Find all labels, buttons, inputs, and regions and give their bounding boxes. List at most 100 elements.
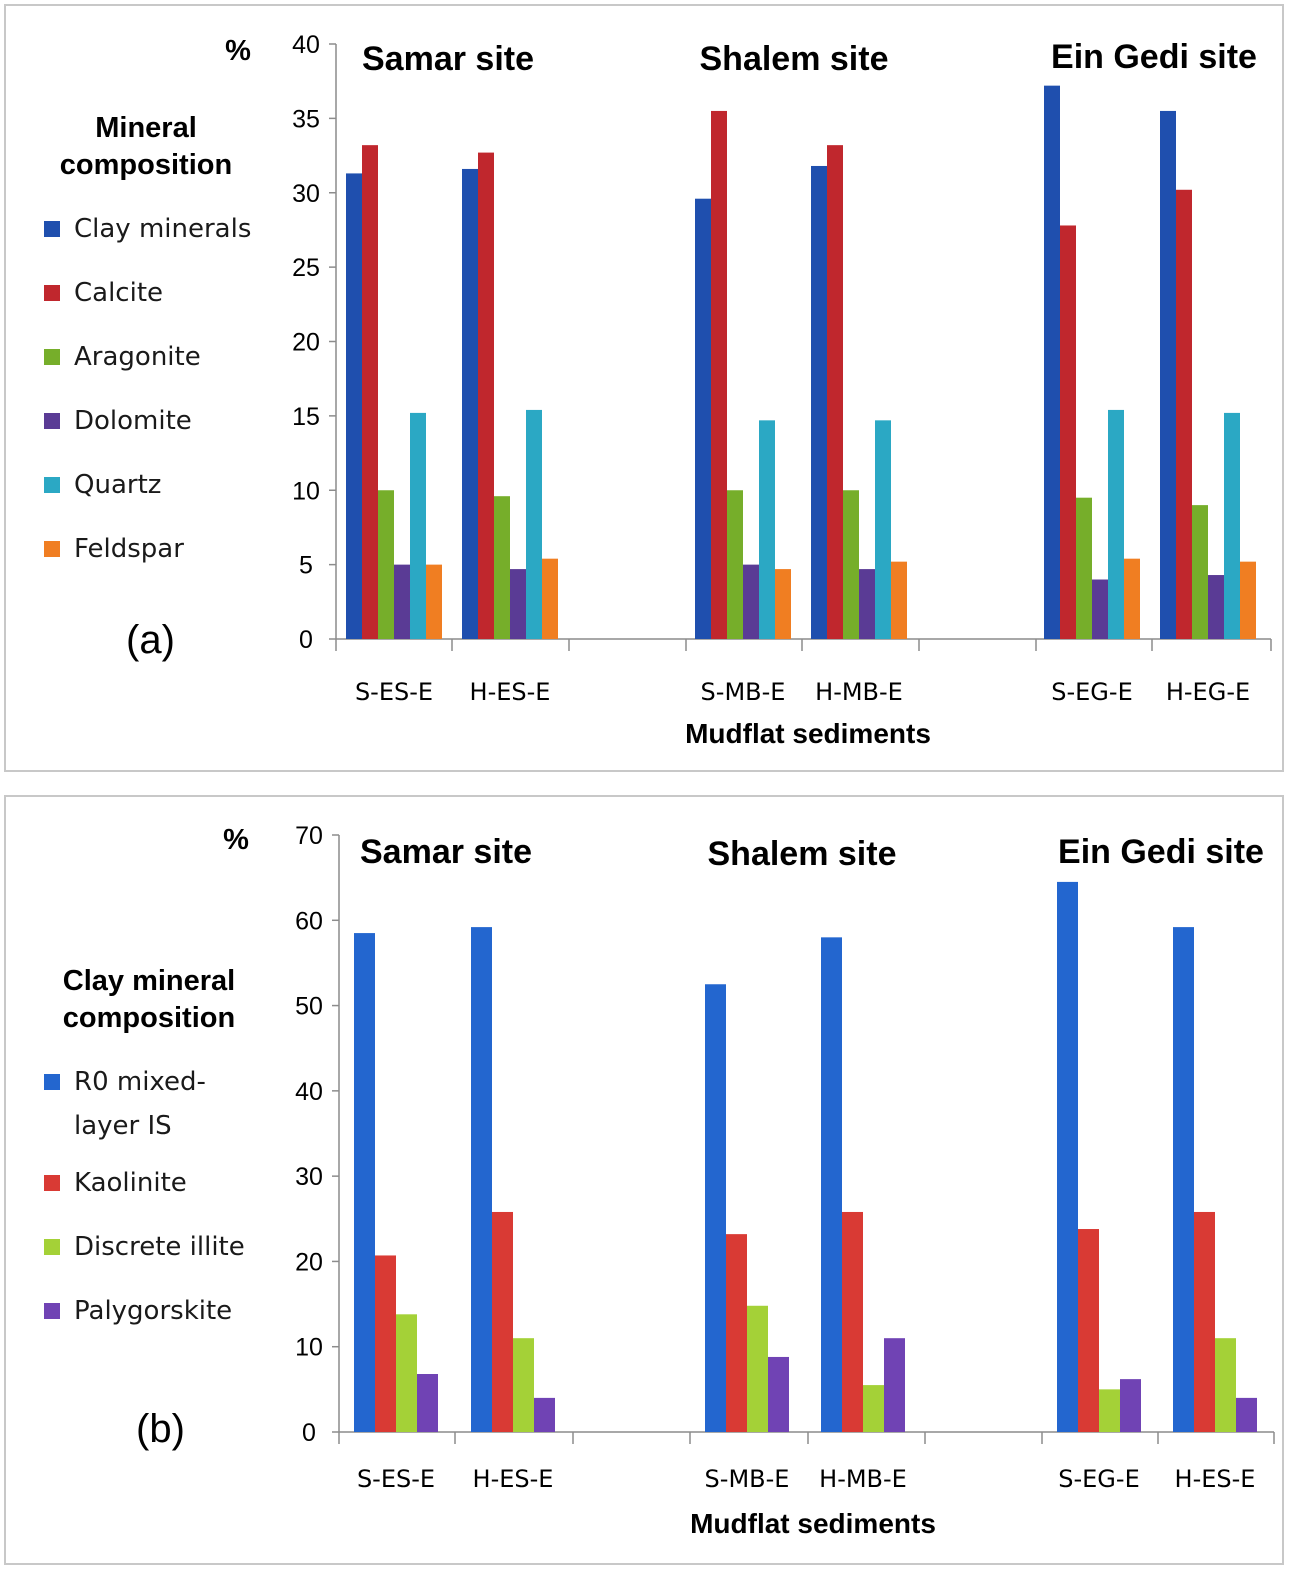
bar-r0-mixed-layer-is — [821, 937, 842, 1432]
y-tick-label: 60 — [295, 907, 323, 935]
legend-swatch — [44, 1239, 60, 1255]
y-tick-label: 40 — [295, 1078, 323, 1106]
legend-label: Palygorskite — [74, 1296, 233, 1326]
legend-label: Kaolinite — [74, 1168, 187, 1198]
x-category-label: H-ES-E — [1175, 1465, 1256, 1493]
legend-swatch — [44, 477, 60, 493]
legend-label: Calcite — [74, 278, 164, 308]
bar-clay-minerals — [695, 198, 711, 639]
legend-item-dolomite: Dolomite — [44, 406, 192, 436]
bar-dolomite — [510, 569, 526, 639]
bar-aragonite — [843, 490, 859, 639]
legend-title-line: Mineral — [95, 112, 197, 144]
bar-aragonite — [1076, 497, 1092, 639]
bar-quartz — [526, 409, 542, 639]
y-tick-label: 50 — [295, 993, 323, 1021]
bar-chart-b: 0 10 20 30 40 50 60 70% S-ES-E H-ES-E S-MB-E H-MB-E… — [223, 822, 1275, 1539]
bar-feldspar — [1124, 558, 1140, 639]
bar-feldspar — [775, 569, 791, 639]
y-tick-label: 5 — [299, 552, 313, 580]
bar-dolomite — [394, 564, 410, 639]
legend-label: Clay minerals — [74, 214, 252, 244]
bar-calcite — [827, 145, 843, 639]
bar-aragonite — [494, 496, 510, 639]
bar-clay-minerals — [1044, 85, 1060, 639]
legend-swatch — [44, 221, 60, 237]
bar-dolomite — [1208, 575, 1224, 639]
bar-palygorskite — [534, 1397, 555, 1432]
legend-item-feldspar: Feldspar — [44, 534, 184, 564]
legend-item-kaolinite: Kaolinite — [44, 1168, 187, 1198]
legend-title-line: composition — [62, 1002, 236, 1034]
bar-kaolinite — [375, 1255, 396, 1432]
legend-label: R0 mixed- layer IS — [74, 1060, 206, 1148]
bar-palygorskite — [768, 1356, 789, 1432]
legend-swatch — [44, 413, 60, 429]
bar-feldspar — [891, 561, 907, 639]
legend-title-line: composition — [59, 149, 233, 181]
y-tick-label: 10 — [292, 477, 320, 505]
x-category-label: S-EG-E — [1058, 1465, 1139, 1493]
x-category-label: H-MB-E — [815, 678, 903, 706]
legend-item-calcite: Calcite — [44, 278, 164, 308]
bar-discrete-illite — [747, 1305, 768, 1432]
chart-panel-a: 0 5 10 15 20 25 30 35 40% S-ES-E H-ES-E S-MB-E H-MB-… — [4, 4, 1284, 772]
y-tick-label: 25 — [292, 254, 320, 282]
bar-feldspar — [426, 564, 442, 639]
x-category-label: S-EG-E — [1051, 678, 1132, 706]
bar-discrete-illite — [1215, 1338, 1236, 1432]
bar-palygorskite — [884, 1338, 905, 1432]
bar-quartz — [759, 420, 775, 639]
bar-kaolinite — [726, 1234, 747, 1432]
legend-label: Quartz — [74, 470, 162, 500]
y-tick-label: 20 — [292, 329, 320, 357]
bar-quartz — [875, 420, 891, 639]
legend-item-palygorskite: Palygorskite — [44, 1296, 233, 1326]
bar-kaolinite — [492, 1211, 513, 1432]
x-category-label: S-MB-E — [701, 678, 786, 706]
y-tick-label: 70 — [295, 822, 323, 850]
bar-aragonite — [378, 490, 394, 639]
legend-item-clay-minerals: Clay minerals — [44, 214, 252, 244]
bar-quartz — [410, 412, 426, 639]
bar-clay-minerals — [346, 173, 362, 639]
panel-label-a: (a) — [126, 618, 175, 662]
bar-dolomite — [1092, 579, 1108, 639]
bar-quartz — [1224, 412, 1240, 639]
legend-title-line: Clay mineral — [62, 965, 236, 997]
site-label: Ein Gedi site — [1058, 833, 1264, 871]
legend-item-discrete-illite: Discrete illite — [44, 1232, 245, 1262]
bar-palygorskite — [417, 1374, 438, 1432]
legend-swatch — [44, 541, 60, 557]
x-category-label: S-ES-E — [355, 678, 433, 706]
legend-swatch — [44, 1074, 60, 1090]
bar-calcite — [1060, 225, 1076, 639]
bar-kaolinite — [842, 1211, 863, 1432]
bar-quartz — [1108, 409, 1124, 639]
bar-calcite — [711, 110, 727, 639]
y-axis-unit-label: % — [225, 35, 251, 67]
site-label: Ein Gedi site — [1051, 38, 1257, 76]
bar-palygorskite — [1236, 1397, 1257, 1432]
bar-dolomite — [859, 569, 875, 639]
y-tick-label: 15 — [292, 403, 320, 431]
bar-r0-mixed-layer-is — [1173, 927, 1194, 1432]
bar-clay-minerals — [811, 165, 827, 639]
legend-title: Mineral composition — [31, 110, 261, 184]
bar-calcite — [478, 152, 494, 639]
bar-calcite — [1176, 189, 1192, 639]
bar-calcite — [362, 145, 378, 639]
bar-aragonite — [727, 490, 743, 639]
legend-title: Clay mineral composition — [34, 963, 264, 1037]
legend-item-r0-mixed-layer-is: R0 mixed- layer IS — [44, 1067, 206, 1141]
y-tick-label: 0 — [302, 1419, 316, 1447]
legend-label-line: layer IS — [74, 1111, 172, 1141]
legend-label: Discrete illite — [74, 1232, 245, 1262]
y-tick-label: 30 — [292, 180, 320, 208]
bar-r0-mixed-layer-is — [705, 984, 726, 1432]
legend-label-line: R0 mixed- — [74, 1067, 206, 1097]
bar-palygorskite — [1120, 1379, 1141, 1432]
legend-label: Aragonite — [74, 342, 201, 372]
y-axis-unit-label: % — [223, 824, 249, 856]
bar-dolomite — [743, 564, 759, 639]
